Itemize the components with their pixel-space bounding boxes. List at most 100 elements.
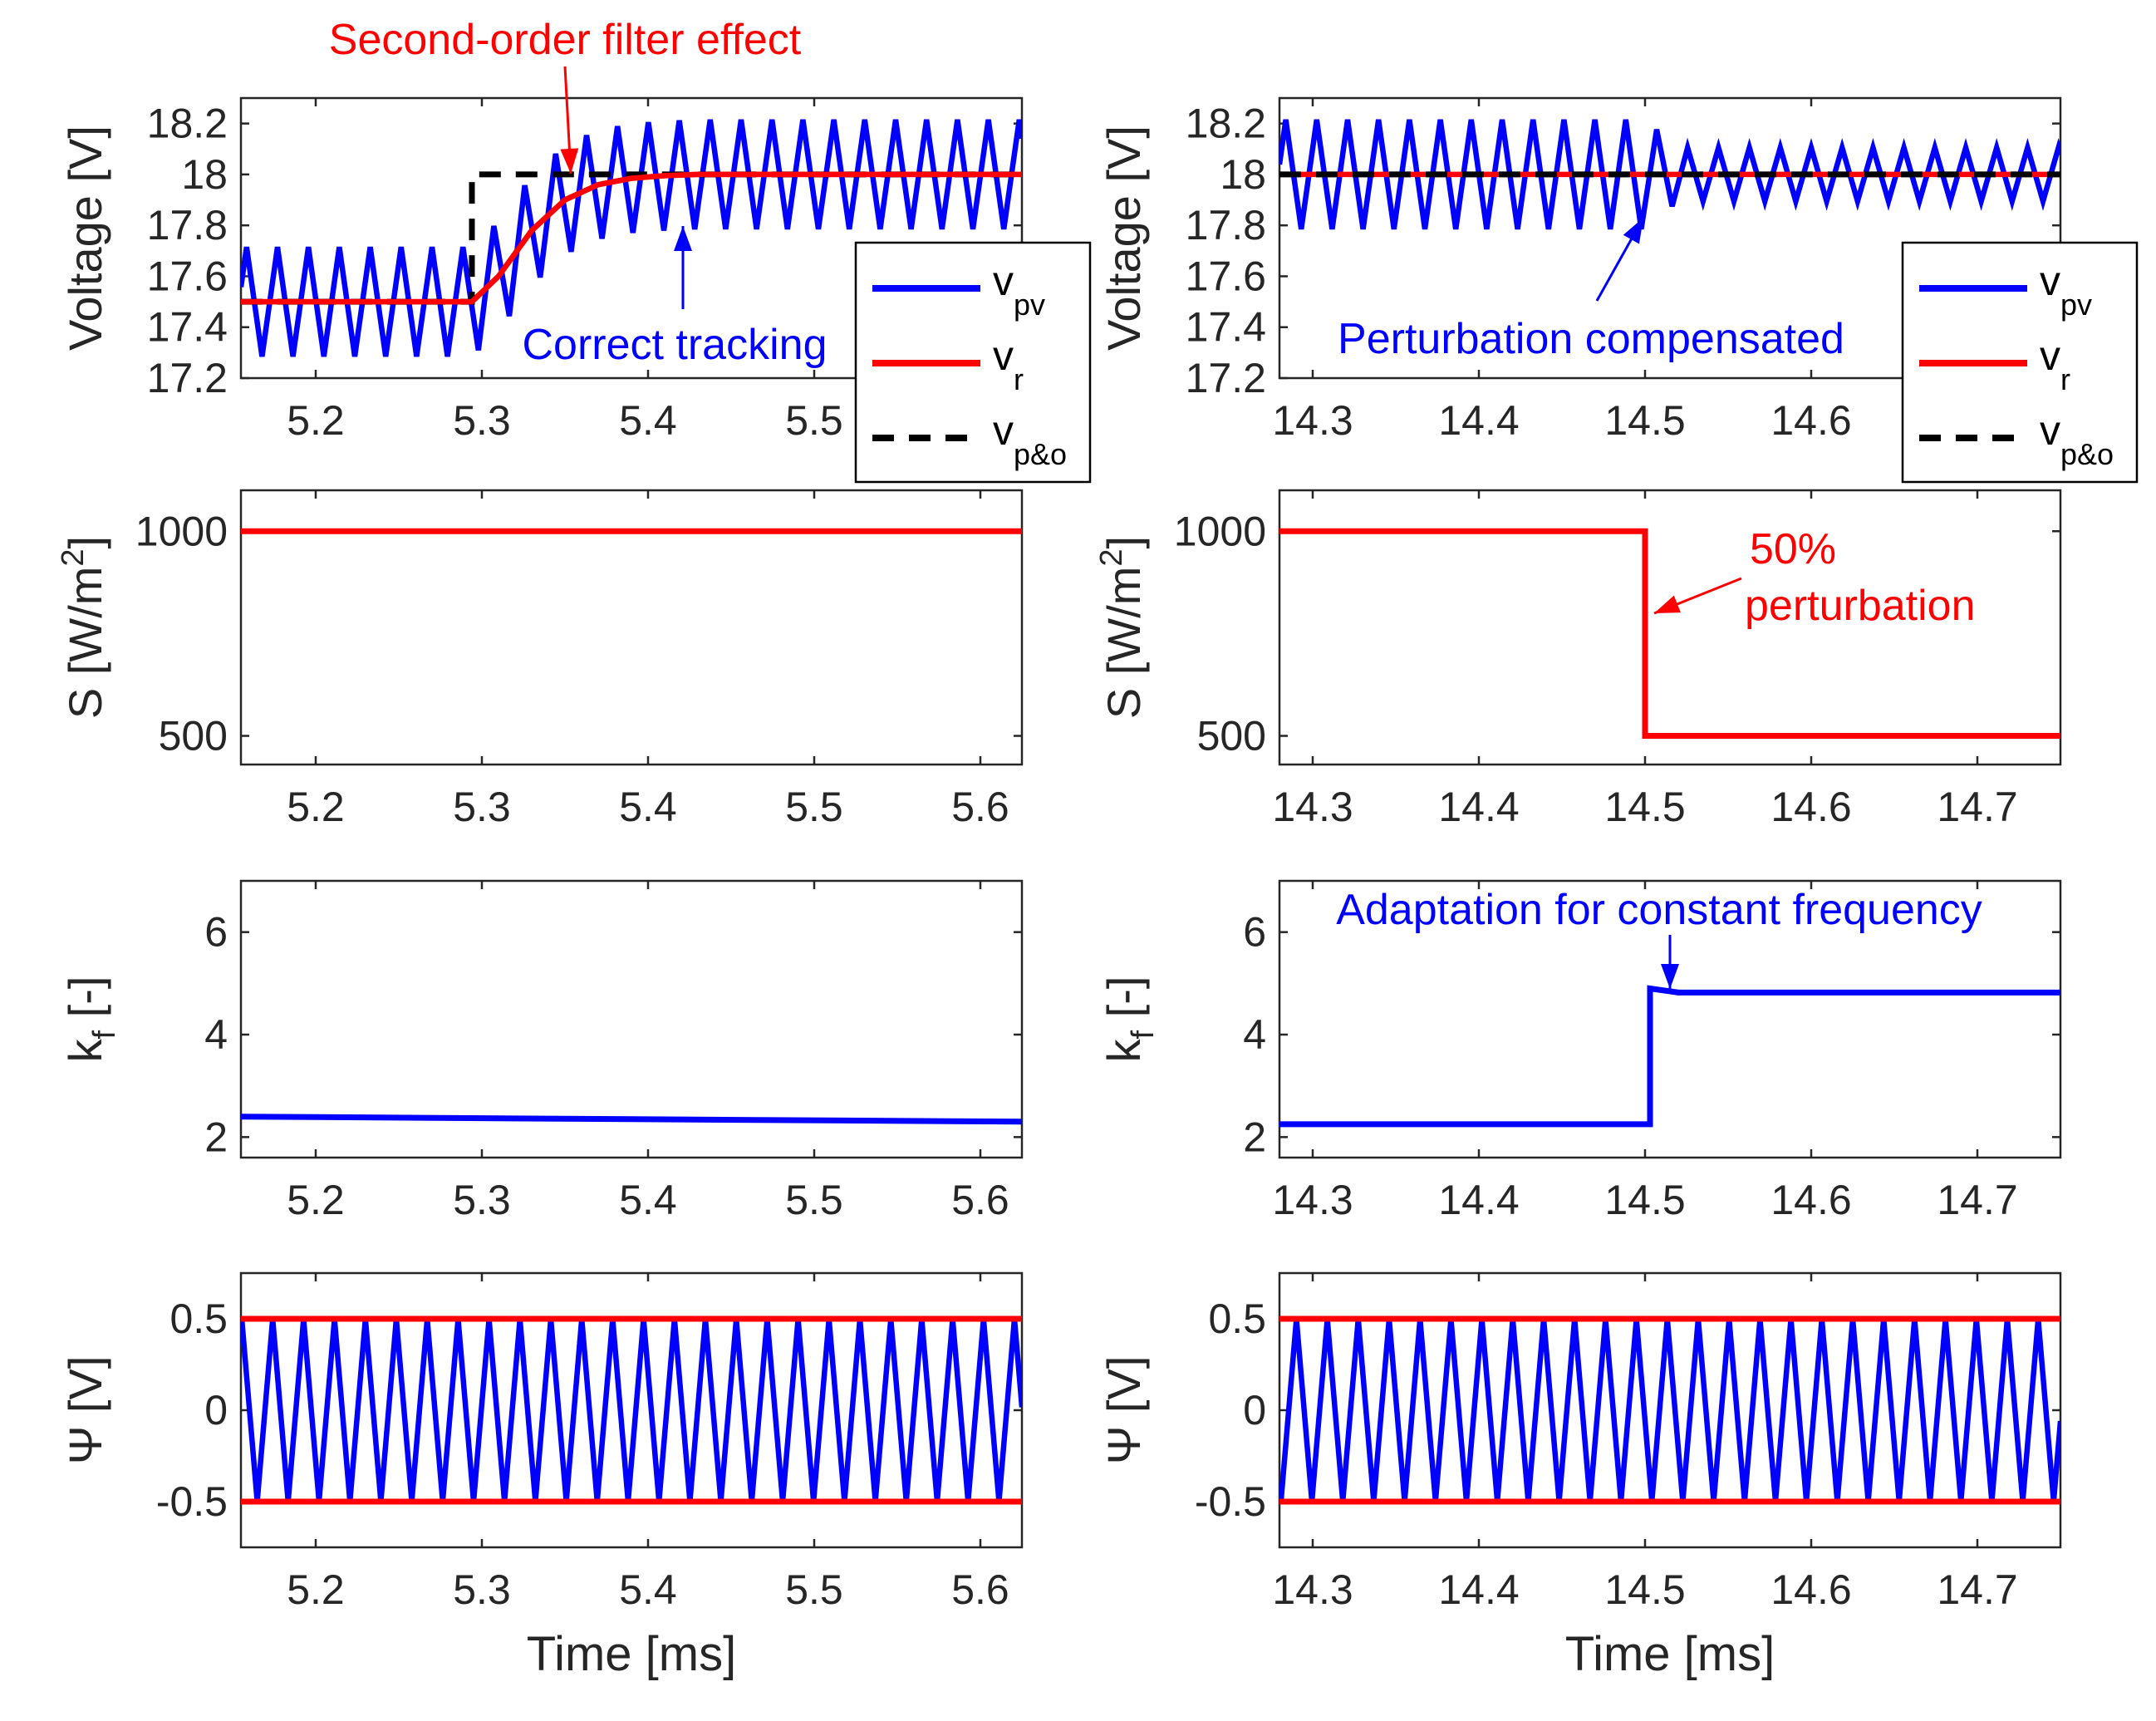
y-axis-label-sub: f <box>87 1030 122 1039</box>
y-tick-label: 6 <box>204 909 228 956</box>
x-tick-label: 5.3 <box>453 1177 511 1223</box>
plot-area <box>1279 985 2060 1128</box>
y-tick-label: 1000 <box>135 508 228 554</box>
plot-area <box>1279 1315 2060 1505</box>
y-tick-label: 0.5 <box>169 1296 228 1342</box>
x-tick-label: 5.4 <box>619 784 677 830</box>
axes-box <box>239 489 1024 766</box>
y-axis-label: Ψ [V] <box>1098 1356 1150 1465</box>
annotation-filter-arrow-head <box>560 148 579 174</box>
y-axis-label-main: k <box>59 1038 111 1062</box>
annotation-perturbation: perturbation <box>1745 582 1976 630</box>
series-line-vpv <box>1279 119 2060 230</box>
y-axis-label: S [W/m2] <box>56 536 111 719</box>
y-tick-label: 0 <box>204 1387 228 1433</box>
plot-area <box>1279 119 2060 230</box>
annotation-tracking-arrow-head <box>674 226 692 251</box>
annotation-filter-effect: Second-order filter effect <box>329 16 802 64</box>
panel-psi-left: 5.2 5.3 5.4 5.5 5.6 -0.5 0 0.5 Ψ [V] Time [ms] <box>59 1271 1024 1681</box>
legend-label-main: v <box>993 258 1014 304</box>
y-tick-label: 17.4 <box>147 304 228 351</box>
x-tick-label: 14.5 <box>1604 1177 1685 1223</box>
y-axis-label-main: k <box>1098 1038 1150 1062</box>
y-axis-label: Ψ [V] <box>59 1356 111 1465</box>
series-line-kf <box>1279 985 2060 1128</box>
y-axis-label-end: ] <box>1098 536 1150 549</box>
x-tick-label: 5.2 <box>287 1566 345 1613</box>
legend-label: vp&o <box>2040 407 2114 471</box>
x-tick-label: 5.5 <box>785 1566 843 1613</box>
x-tick-label: 5.6 <box>951 1566 1009 1613</box>
y-axis-label-end: [-] <box>1098 976 1150 1030</box>
panel-irradiance-left: 5.2 5.3 5.4 5.5 5.6 500 1000 S [W/m2] <box>56 489 1024 830</box>
x-tick-label: 14.4 <box>1438 1177 1519 1223</box>
y-axis-label-main: Ψ [V] <box>1098 1356 1150 1465</box>
legend-label-sub: r <box>2060 362 2070 396</box>
x-tick-label: 14.6 <box>1770 397 1851 444</box>
y-tick-label: 17.4 <box>1186 304 1266 351</box>
y-tick-label: 500 <box>1197 713 1266 760</box>
series-line-vr-top <box>241 171 1022 305</box>
x-tick-label: 14.3 <box>1272 1566 1353 1613</box>
x-tick-label: 14.5 <box>1604 397 1685 444</box>
x-tick-label: 5.3 <box>453 1566 511 1613</box>
y-axis-label-end: ] <box>59 536 111 549</box>
y-tick-label: 18 <box>181 151 228 198</box>
y-axis-label-sup: 2 <box>56 548 91 566</box>
x-tick-label: 5.5 <box>785 784 843 830</box>
y-axis-label: Voltage [V] <box>59 125 111 351</box>
x-tick-label: 5.6 <box>951 1177 1009 1223</box>
x-tick-label: 14.7 <box>1937 1177 2017 1223</box>
legend-label: vpv <box>2040 258 2092 322</box>
y-axis-label-end: [-] <box>59 976 111 1030</box>
x-tick-label: 14.4 <box>1438 784 1519 830</box>
y-tick-label: 18.2 <box>1186 101 1266 147</box>
y-axis-label: kf [-] <box>1098 976 1161 1063</box>
x-tick-label: 14.3 <box>1272 397 1353 444</box>
x-tick-label: 5.2 <box>287 397 345 444</box>
y-axis-label: kf [-] <box>59 976 122 1063</box>
legend-label: vr <box>2040 332 2070 396</box>
legend-label-sub: p&o <box>2060 437 2114 471</box>
annotation-perturbation-compensated: Perturbation compensated <box>1338 315 1844 363</box>
panel-kf-right: 14.3 14.4 14.5 14.6 14.7 2 4 6 kf [-] <box>1098 879 2062 1223</box>
y-tick-label: 4 <box>204 1011 228 1058</box>
x-tick-label: 5.5 <box>785 1177 843 1223</box>
axes-box <box>1278 879 2062 1159</box>
annotations: Second-order filter effect Correct tracki… <box>329 16 1982 989</box>
series-line-kf <box>241 1114 1022 1125</box>
x-tick-label: 14.5 <box>1604 784 1685 830</box>
legend-label: vr <box>993 332 1024 396</box>
y-axis-label-sup: 2 <box>1094 548 1129 566</box>
y-tick-label: -0.5 <box>1195 1478 1266 1525</box>
x-tick-label: 14.5 <box>1604 1566 1685 1613</box>
plot-area <box>241 1114 1022 1125</box>
legend-label-sub: pv <box>2060 288 2092 322</box>
panel-psi-right: 14.3 14.4 14.5 14.6 14.7 -0.5 0 0.5 Ψ [V] Time [m… <box>1098 1271 2062 1681</box>
plot-area <box>1279 528 2060 739</box>
x-tick-label: 14.7 <box>1937 1566 2017 1613</box>
annotation-correct-tracking: Correct tracking <box>523 321 828 369</box>
plot-area <box>241 1315 1022 1505</box>
x-tick-label: 14.6 <box>1770 1566 1851 1613</box>
x-tick-label: 5.2 <box>287 784 345 830</box>
y-tick-label: 4 <box>1243 1011 1266 1058</box>
annotation-50-percent: 50% <box>1750 525 1836 573</box>
x-tick-label: 14.6 <box>1770 1177 1851 1223</box>
axes-box <box>239 879 1024 1159</box>
y-tick-label: 18.2 <box>147 101 228 147</box>
y-tick-label: 17.2 <box>1186 355 1266 401</box>
y-tick-label: 17.8 <box>147 202 228 248</box>
x-tick-label: 14.4 <box>1438 1566 1519 1613</box>
annotation-perturbation-arrow-head <box>1654 595 1681 613</box>
annotation-adaptation: Adaptation for constant frequency <box>1336 886 1982 934</box>
legend-label: vpv <box>993 258 1045 322</box>
x-tick-label: 5.5 <box>785 397 843 444</box>
x-tick-label: 14.3 <box>1272 784 1353 830</box>
x-tick-label: 5.4 <box>619 1566 677 1613</box>
legend-label-sub: p&o <box>1014 437 1067 471</box>
y-tick-label: 17.6 <box>1186 253 1266 299</box>
y-axis-label-main: Voltage [V] <box>1098 125 1150 351</box>
